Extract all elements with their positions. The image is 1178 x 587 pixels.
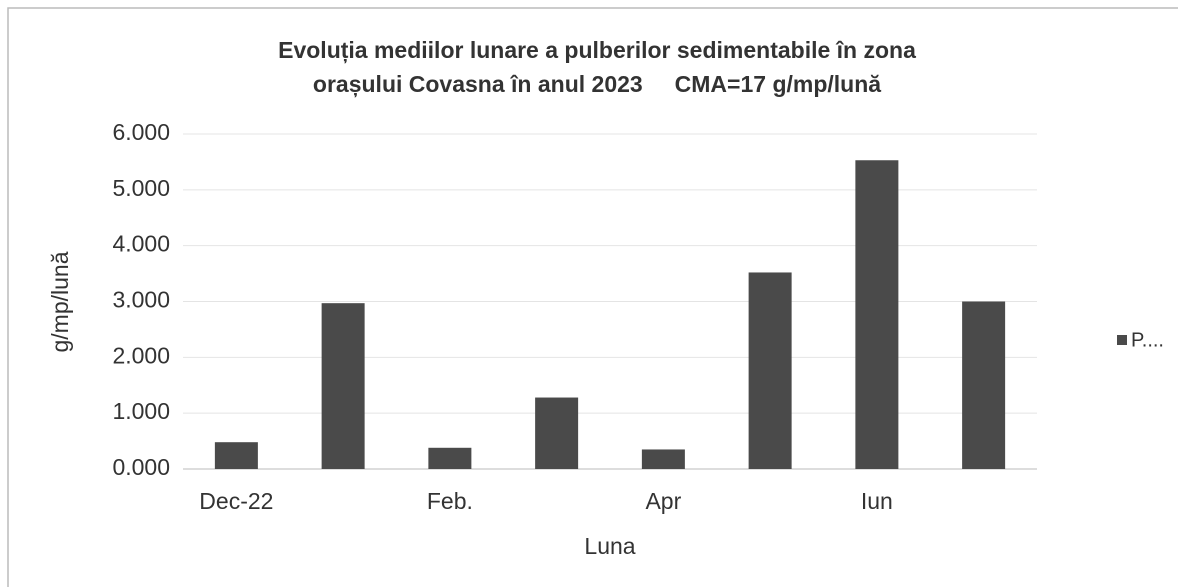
- y-tick-label: 1.000: [112, 398, 170, 424]
- y-tick-label: 3.000: [112, 287, 170, 313]
- x-axis-label: Luna: [584, 533, 635, 559]
- legend-swatch: [1117, 335, 1127, 345]
- bar: [855, 160, 899, 469]
- bar: [321, 303, 365, 469]
- bar: [428, 447, 472, 469]
- bar: [641, 449, 685, 469]
- bar: [214, 442, 258, 469]
- bar: [535, 397, 579, 469]
- x-tick-label: Dec-22: [199, 488, 273, 514]
- legend-label: P....: [1131, 329, 1164, 351]
- y-tick-label: 2.000: [112, 342, 170, 368]
- bar: [962, 301, 1006, 469]
- y-tick-label: 0.000: [112, 454, 170, 480]
- x-tick-label: Apr: [645, 488, 681, 514]
- y-tick-label: 4.000: [112, 231, 170, 257]
- chart-frame: [7, 7, 1178, 587]
- x-tick-label: Iun: [861, 488, 893, 514]
- bar: [748, 272, 792, 469]
- y-axis-label: g/mp/lună: [47, 251, 73, 352]
- y-tick-label: 5.000: [112, 175, 170, 201]
- x-tick-label: Feb.: [427, 488, 473, 514]
- chart-title: Evoluția mediilor lunare a pulberilor se…: [278, 37, 916, 64]
- chart-title: orașului Covasna în anul 2023 CMA=17 g/m…: [313, 71, 881, 98]
- y-tick-label: 6.000: [112, 119, 170, 145]
